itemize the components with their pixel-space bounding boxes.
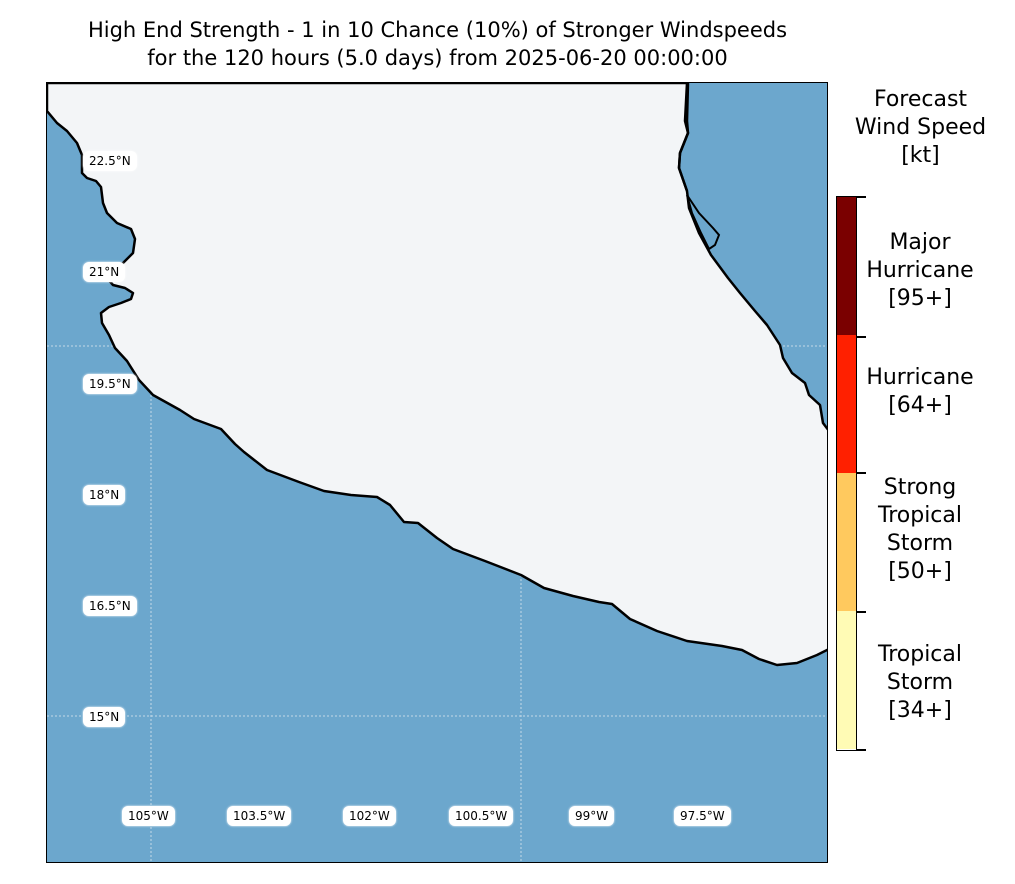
map-panel: 22.5°N 21°N 19.5°N 18°N 16.5°N 15°N 105°…: [46, 82, 828, 863]
lon-label: 105°W: [122, 806, 175, 826]
legend-category-major-hurricane: Major Hurricane [95+]: [840, 229, 1000, 313]
lon-label: 102°W: [343, 806, 396, 826]
legend-line: Hurricane: [866, 258, 974, 283]
colorbar-major-hurricane: [837, 197, 856, 335]
legend-title-line: Wind Speed: [854, 115, 987, 140]
colorbar-tick: [857, 196, 866, 198]
lat-label: 21°N: [83, 262, 126, 282]
lat-label: 16.5°N: [83, 596, 137, 616]
legend-line: Major: [889, 230, 951, 255]
colorbar-tick: [857, 472, 866, 474]
lat-label: 19.5°N: [83, 374, 137, 394]
chart-title-line-2: for the 120 hours (5.0 days) from 2025-0…: [147, 46, 728, 70]
legend-title-line: [kt]: [901, 143, 940, 168]
legend-line: [34+]: [888, 698, 952, 723]
legend-line: Hurricane: [866, 365, 974, 390]
colorbar-strong-tropical-storm: [837, 473, 856, 611]
legend-line: [64+]: [888, 393, 952, 418]
land-mainland: [47, 83, 827, 667]
legend-line: Strong: [883, 475, 957, 500]
legend-category-strong-tropical-storm: Strong Tropical Storm [50+]: [840, 474, 1000, 586]
lon-label: 103.5°W: [227, 806, 292, 826]
legend-line: [50+]: [888, 559, 952, 584]
colorbar-tick: [857, 749, 866, 751]
lon-label: 97.5°W: [674, 806, 731, 826]
legend-title: Forecast Wind Speed [kt]: [838, 86, 1003, 170]
lon-label: 99°W: [569, 806, 615, 826]
legend-line: Storm: [886, 531, 954, 556]
coastal-lagoon: [686, 194, 721, 251]
lat-label: 18°N: [83, 485, 126, 505]
lat-label: 22.5°N: [83, 151, 137, 171]
colorbar-tick: [857, 611, 866, 613]
lat-label: 15°N: [83, 707, 126, 727]
legend-line: Tropical: [878, 642, 962, 667]
lon-label: 100.5°W: [449, 806, 514, 826]
map-canvas: [47, 83, 827, 862]
legend-line: Tropical: [878, 503, 962, 528]
legend-line: Storm: [886, 670, 954, 695]
land-gulf-coast: [677, 83, 690, 192]
colorbar: [836, 196, 857, 751]
legend-line: [95+]: [888, 286, 952, 311]
colorbar-tick: [857, 336, 866, 338]
colorbar-tropical-storm: [837, 611, 856, 749]
colorbar-hurricane: [837, 335, 856, 473]
chart-title-line-1: High End Strength - 1 in 10 Chance (10%)…: [87, 18, 788, 42]
legend-category-tropical-storm: Tropical Storm [34+]: [840, 641, 1000, 725]
legend-title-line: Forecast: [873, 87, 968, 112]
legend-category-hurricane: Hurricane [64+]: [840, 364, 1000, 420]
